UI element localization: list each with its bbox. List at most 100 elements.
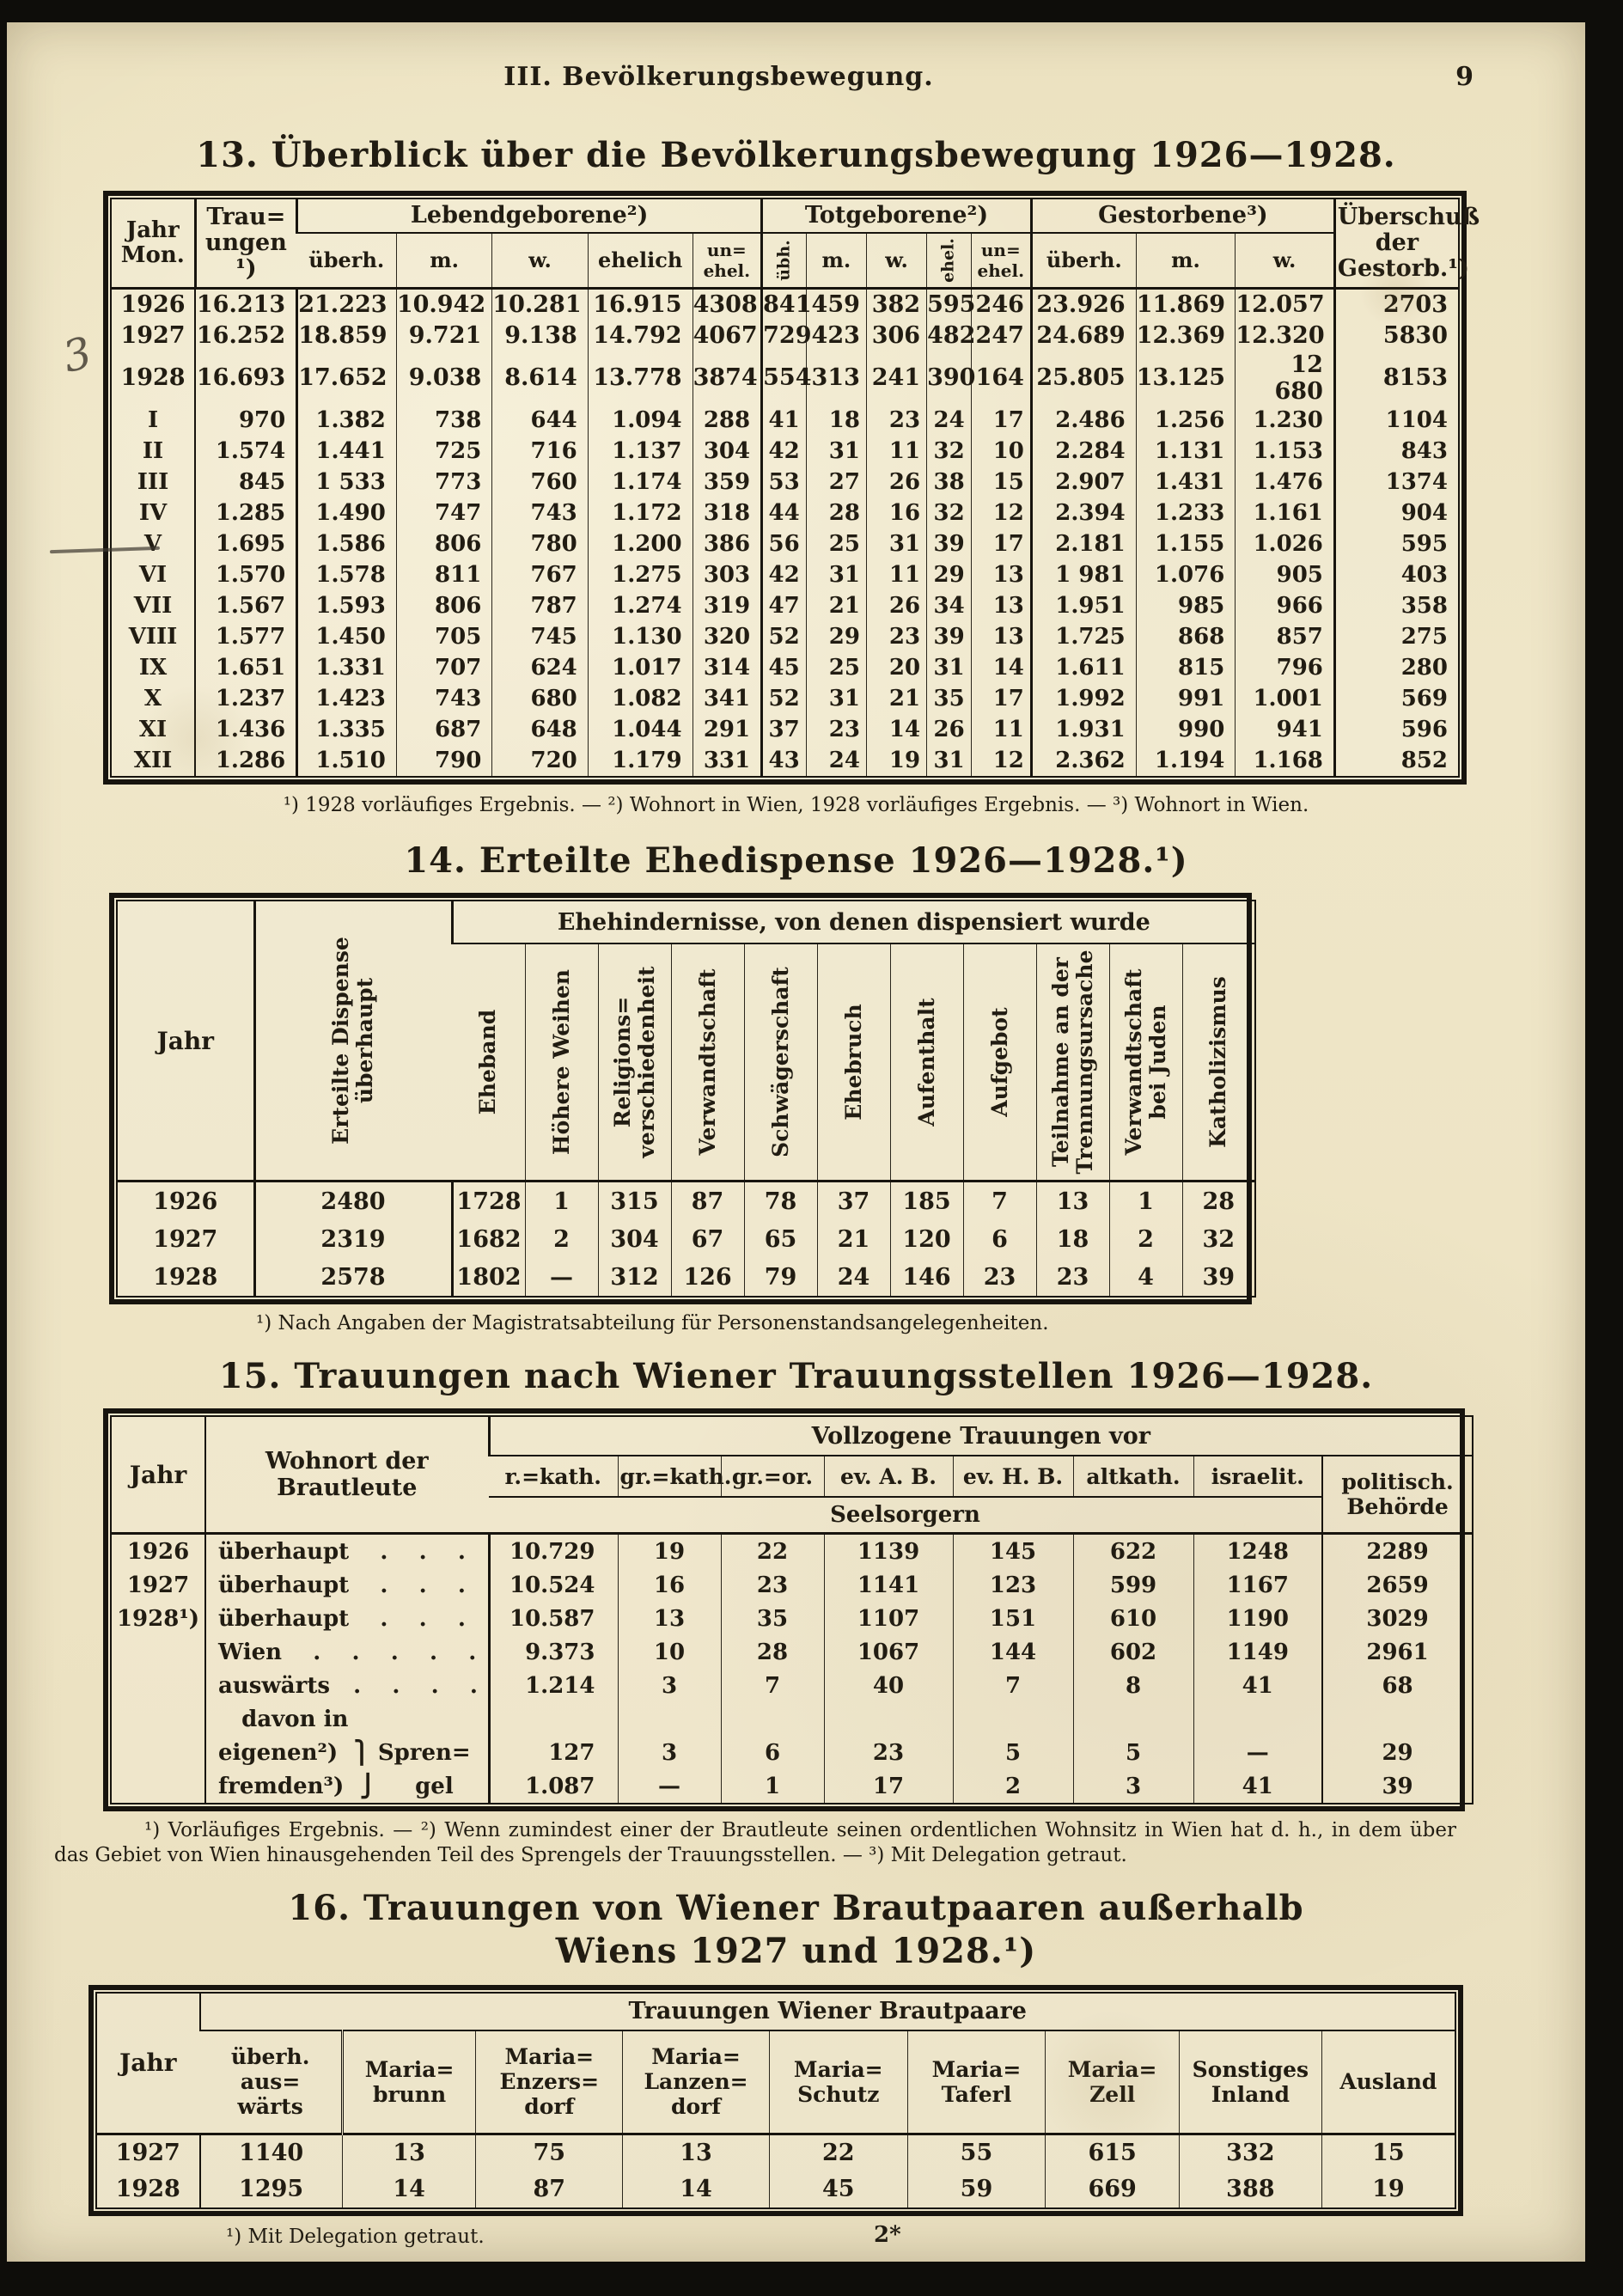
- cell: 1802: [450, 1258, 525, 1298]
- cell: 12.320: [1235, 320, 1335, 351]
- cell: 1.153: [1235, 435, 1335, 467]
- cell: 1.725: [1029, 620, 1137, 652]
- col-header-wohnort: Wohnort der Brautleute: [204, 1416, 489, 1534]
- cell: 32: [1181, 1220, 1256, 1259]
- cell: 65: [743, 1220, 817, 1259]
- col-header-verwandtschaft-label: Verwandtschaft: [694, 968, 720, 1156]
- cell: 16.252: [194, 320, 297, 351]
- cell: 1.382: [296, 404, 397, 436]
- col-header-sonstiges-inland: Sonstiges Inland: [1178, 2030, 1322, 2134]
- cell: 1928: [120, 364, 186, 392]
- group-header-ehehindernisse: Ehehindernisse, von denen dispensiert wu…: [450, 901, 1256, 945]
- cell: 126: [670, 1258, 744, 1298]
- cell: 1.087: [487, 1769, 618, 1804]
- cell: 1.044: [587, 713, 693, 745]
- cell: 29: [805, 620, 867, 652]
- cell: [111, 1635, 205, 1669]
- cell: 1.490: [296, 497, 397, 528]
- cell: 1.931: [1029, 713, 1137, 745]
- table-row: eigenen²) ⎫ Spren= 127 3 6 23 5 5—29: [111, 1736, 1474, 1770]
- table-row: 1926 überhaupt . . . 10.729 19 22 1139 145 622 1…: [111, 1532, 1474, 1569]
- cell: XII: [133, 747, 173, 773]
- cell: 905: [1235, 559, 1335, 590]
- cell: 20: [865, 651, 927, 683]
- table-row: auswärts . . . . 1.214 3 7 40 7 8 41 68: [111, 1669, 1474, 1703]
- cell: 1141: [823, 1568, 953, 1603]
- col-header-verwandtschaft-juden: Verwandtschaft bei Juden: [1108, 943, 1182, 1182]
- cell: 1.172: [587, 497, 693, 528]
- cell: 35: [720, 1602, 824, 1636]
- cell: 738: [395, 404, 492, 436]
- cell: 1.335: [296, 713, 397, 745]
- cell: [823, 1702, 953, 1737]
- table13-header: Jahr Mon. Trau= ungen ¹) Lebendgeborene²…: [111, 198, 1480, 289]
- table-row: IX 1.651 1.331 707 624 1.017 314 45 25 20 31 14 1.61…: [111, 651, 1459, 683]
- cell: 151: [952, 1602, 1073, 1636]
- cell: 595: [926, 286, 975, 321]
- cell: 25: [805, 651, 867, 683]
- cell: 2.284: [1029, 435, 1137, 467]
- col-header-eheband: Eheband: [452, 943, 525, 1182]
- col-header-aufgebot: Aufgebot: [962, 943, 1036, 1182]
- cell: 1140: [198, 2132, 343, 2171]
- col-header-katholizismus: Katholizismus: [1181, 943, 1256, 1182]
- table16-body: 1927 1140 13 75 13 22 55 615 332 15 1928 1295 14 87 14…: [96, 2132, 1455, 2208]
- col-header-ehebruch-label: Ehebruch: [840, 1004, 866, 1121]
- table-row: I 970 1.382 738 644 1.094 288 41 18 23 24 17 2.486 1.…: [111, 404, 1459, 436]
- cell: 1.436: [194, 713, 297, 745]
- cell: 12: [970, 497, 1032, 528]
- cell: 21: [865, 682, 927, 714]
- cell: 123: [952, 1568, 1073, 1603]
- cell: 358: [1333, 589, 1459, 621]
- cell: 1.230: [1235, 404, 1335, 436]
- cell: 1.578: [296, 559, 397, 590]
- cell: 306: [865, 320, 927, 351]
- table13-title: 13. Überblick über die Bevölkerungsbeweg…: [196, 135, 1396, 175]
- table-row: XII 1.286 1.510 790 720 1.179 331 43 24 19 31 12 2.3…: [111, 744, 1459, 777]
- cell: 966: [1235, 589, 1335, 621]
- col-header-ev-hb: ev. H. B.: [952, 1456, 1073, 1499]
- cell: 1.476: [1235, 466, 1335, 498]
- cell: 304: [692, 435, 762, 467]
- table16-footnote: ¹) Mit Delegation getraut.: [226, 2225, 485, 2248]
- cell: 602: [1072, 1635, 1193, 1670]
- col-header-ausland: Ausland: [1321, 2030, 1455, 2134]
- cell: 10.729: [487, 1532, 618, 1569]
- cell: 2.181: [1029, 528, 1137, 559]
- cell: 707: [395, 651, 492, 683]
- cell: 1: [1108, 1180, 1182, 1221]
- cell: 554: [760, 351, 812, 405]
- cell: [1321, 1702, 1474, 1737]
- cell: —: [524, 1258, 598, 1298]
- cell: 1.441: [296, 435, 397, 467]
- col-header-tot-ehel: ehel.: [926, 232, 972, 289]
- cell: 1927: [96, 2132, 200, 2171]
- col-header-aufgebot-label: Aufgebot: [986, 1007, 1012, 1118]
- cell: 12 680: [1235, 351, 1335, 405]
- cell: 990: [1135, 713, 1236, 745]
- cell: 1.179: [587, 744, 693, 777]
- cell: 1.695: [194, 528, 297, 559]
- cell: 19: [1321, 2171, 1455, 2208]
- cell: 331: [692, 744, 762, 777]
- cell: 1928: [153, 1263, 218, 1291]
- cell: 716: [491, 435, 589, 467]
- col-header-tot-uebh: übh.: [760, 232, 807, 289]
- cell: 1.200: [587, 528, 693, 559]
- cell: 9.138: [491, 320, 589, 351]
- cell: [111, 1669, 205, 1702]
- cell: 28: [720, 1635, 824, 1670]
- cell: 332: [1178, 2132, 1322, 2171]
- cell: 31: [805, 435, 867, 467]
- table-15-trauungsstellen: Jahr Wohnort der Brautleute Vollzogene T…: [110, 1415, 1474, 1805]
- cell: 1.586: [296, 528, 397, 559]
- cell: 78: [743, 1180, 817, 1221]
- cell: 44: [760, 497, 807, 528]
- table-row: V 1.695 1.586 806 780 1.200 386 56 25 31 39 17 2.181…: [111, 528, 1459, 559]
- table14-frame: Jahr Erteilte Dispense überhaupt Ehehind…: [109, 893, 1257, 1305]
- cell: 9.038: [395, 351, 492, 405]
- cell: 2961: [1321, 1635, 1474, 1670]
- cell: 7: [952, 1669, 1073, 1703]
- cell: 8153: [1333, 351, 1459, 405]
- cell: 241: [865, 351, 927, 405]
